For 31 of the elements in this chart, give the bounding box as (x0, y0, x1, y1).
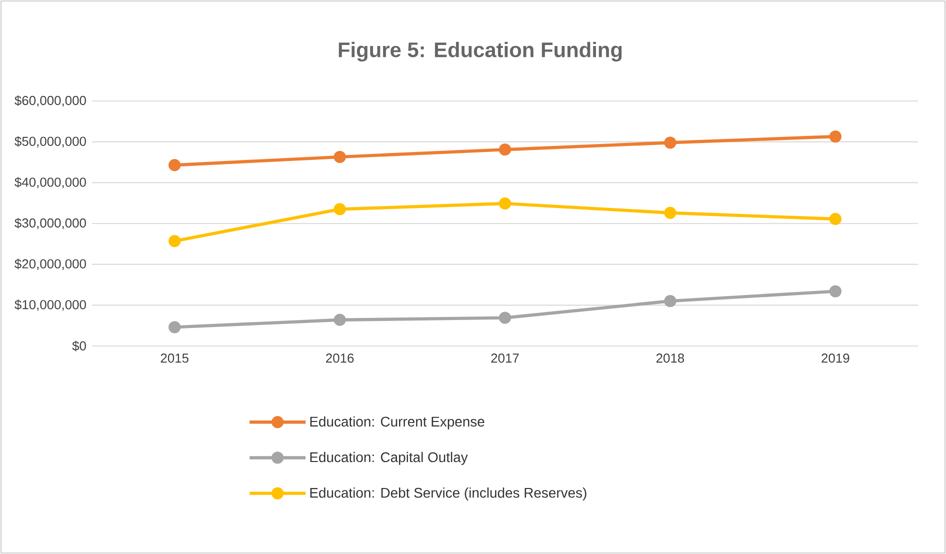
point (664, 136, 676, 149)
y-tick-label: $50,000,000 (14, 136, 86, 148)
point (168, 321, 181, 334)
x-tick-label: 2016 (326, 354, 354, 363)
x-tick-label: 2015 (160, 354, 188, 363)
y-tick-label: $40,000,000 (14, 177, 86, 188)
point (829, 285, 842, 298)
point (168, 234, 181, 248)
chart-title: Figure 5: Education Funding (338, 42, 622, 62)
point (829, 212, 842, 226)
point (498, 144, 512, 156)
y-tick-label: $10,000,000 (14, 300, 86, 311)
point (334, 150, 346, 164)
point (168, 159, 181, 172)
y-tick-label: $60,000,000 (14, 95, 86, 107)
point (498, 197, 512, 210)
legend-label: Education: Capital Outlay (310, 452, 468, 465)
point (334, 203, 346, 216)
point (664, 295, 676, 308)
point (829, 130, 842, 143)
x-tick-label: 2018 (656, 354, 684, 363)
legend-label: Education: Current Expense (310, 416, 484, 430)
x-tick-label: 2017 (491, 354, 519, 363)
point (498, 312, 512, 324)
point (664, 206, 676, 219)
y-tick-label: $0 (72, 340, 86, 352)
y-tick-label: $30,000,000 (14, 218, 86, 230)
x-tick-label: 2019 (822, 354, 850, 363)
legend-label: Education: Debt Service (includes Reserves) (310, 488, 586, 501)
point (334, 314, 346, 326)
y-tick-label: $20,000,000 (14, 258, 86, 270)
